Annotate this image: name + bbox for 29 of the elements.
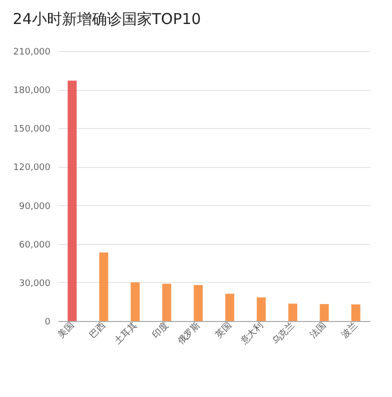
y-tick-label: 90,000 (19, 202, 51, 212)
y-tick-label: 210,000 (13, 48, 51, 58)
bar (351, 304, 360, 321)
x-tick-label: 意大利 (238, 320, 266, 348)
y-tick-label: 60,000 (19, 240, 51, 250)
bar (194, 285, 203, 321)
x-tick-label: 美国 (56, 320, 76, 340)
bar (99, 252, 108, 321)
y-tick-label: 180,000 (13, 86, 51, 96)
x-tick-label: 俄罗斯 (176, 320, 202, 347)
chart-title: 24小时新增确诊国家TOP10 (12, 10, 201, 28)
bar (288, 304, 298, 321)
y-tick-label: 120,000 (13, 163, 51, 174)
bar (162, 284, 172, 321)
x-tick-label: 波兰 (340, 320, 360, 340)
bar (68, 80, 77, 321)
x-tick-label: 巴西 (88, 320, 108, 340)
x-tick-label: 法国 (308, 320, 329, 340)
bar (130, 282, 140, 321)
x-tick-label: 乌克兰 (270, 320, 298, 347)
bar (225, 294, 234, 321)
bar (320, 304, 329, 321)
x-tick-label: 印度 (150, 320, 171, 340)
x-tick-label: 土耳其 (112, 320, 140, 347)
x-tick-label: 英国 (213, 320, 234, 340)
y-tick-label: 30,000 (19, 278, 51, 289)
bar (256, 297, 266, 321)
y-tick-label: 0 (44, 318, 51, 328)
y-tick-label: 150,000 (13, 124, 51, 135)
